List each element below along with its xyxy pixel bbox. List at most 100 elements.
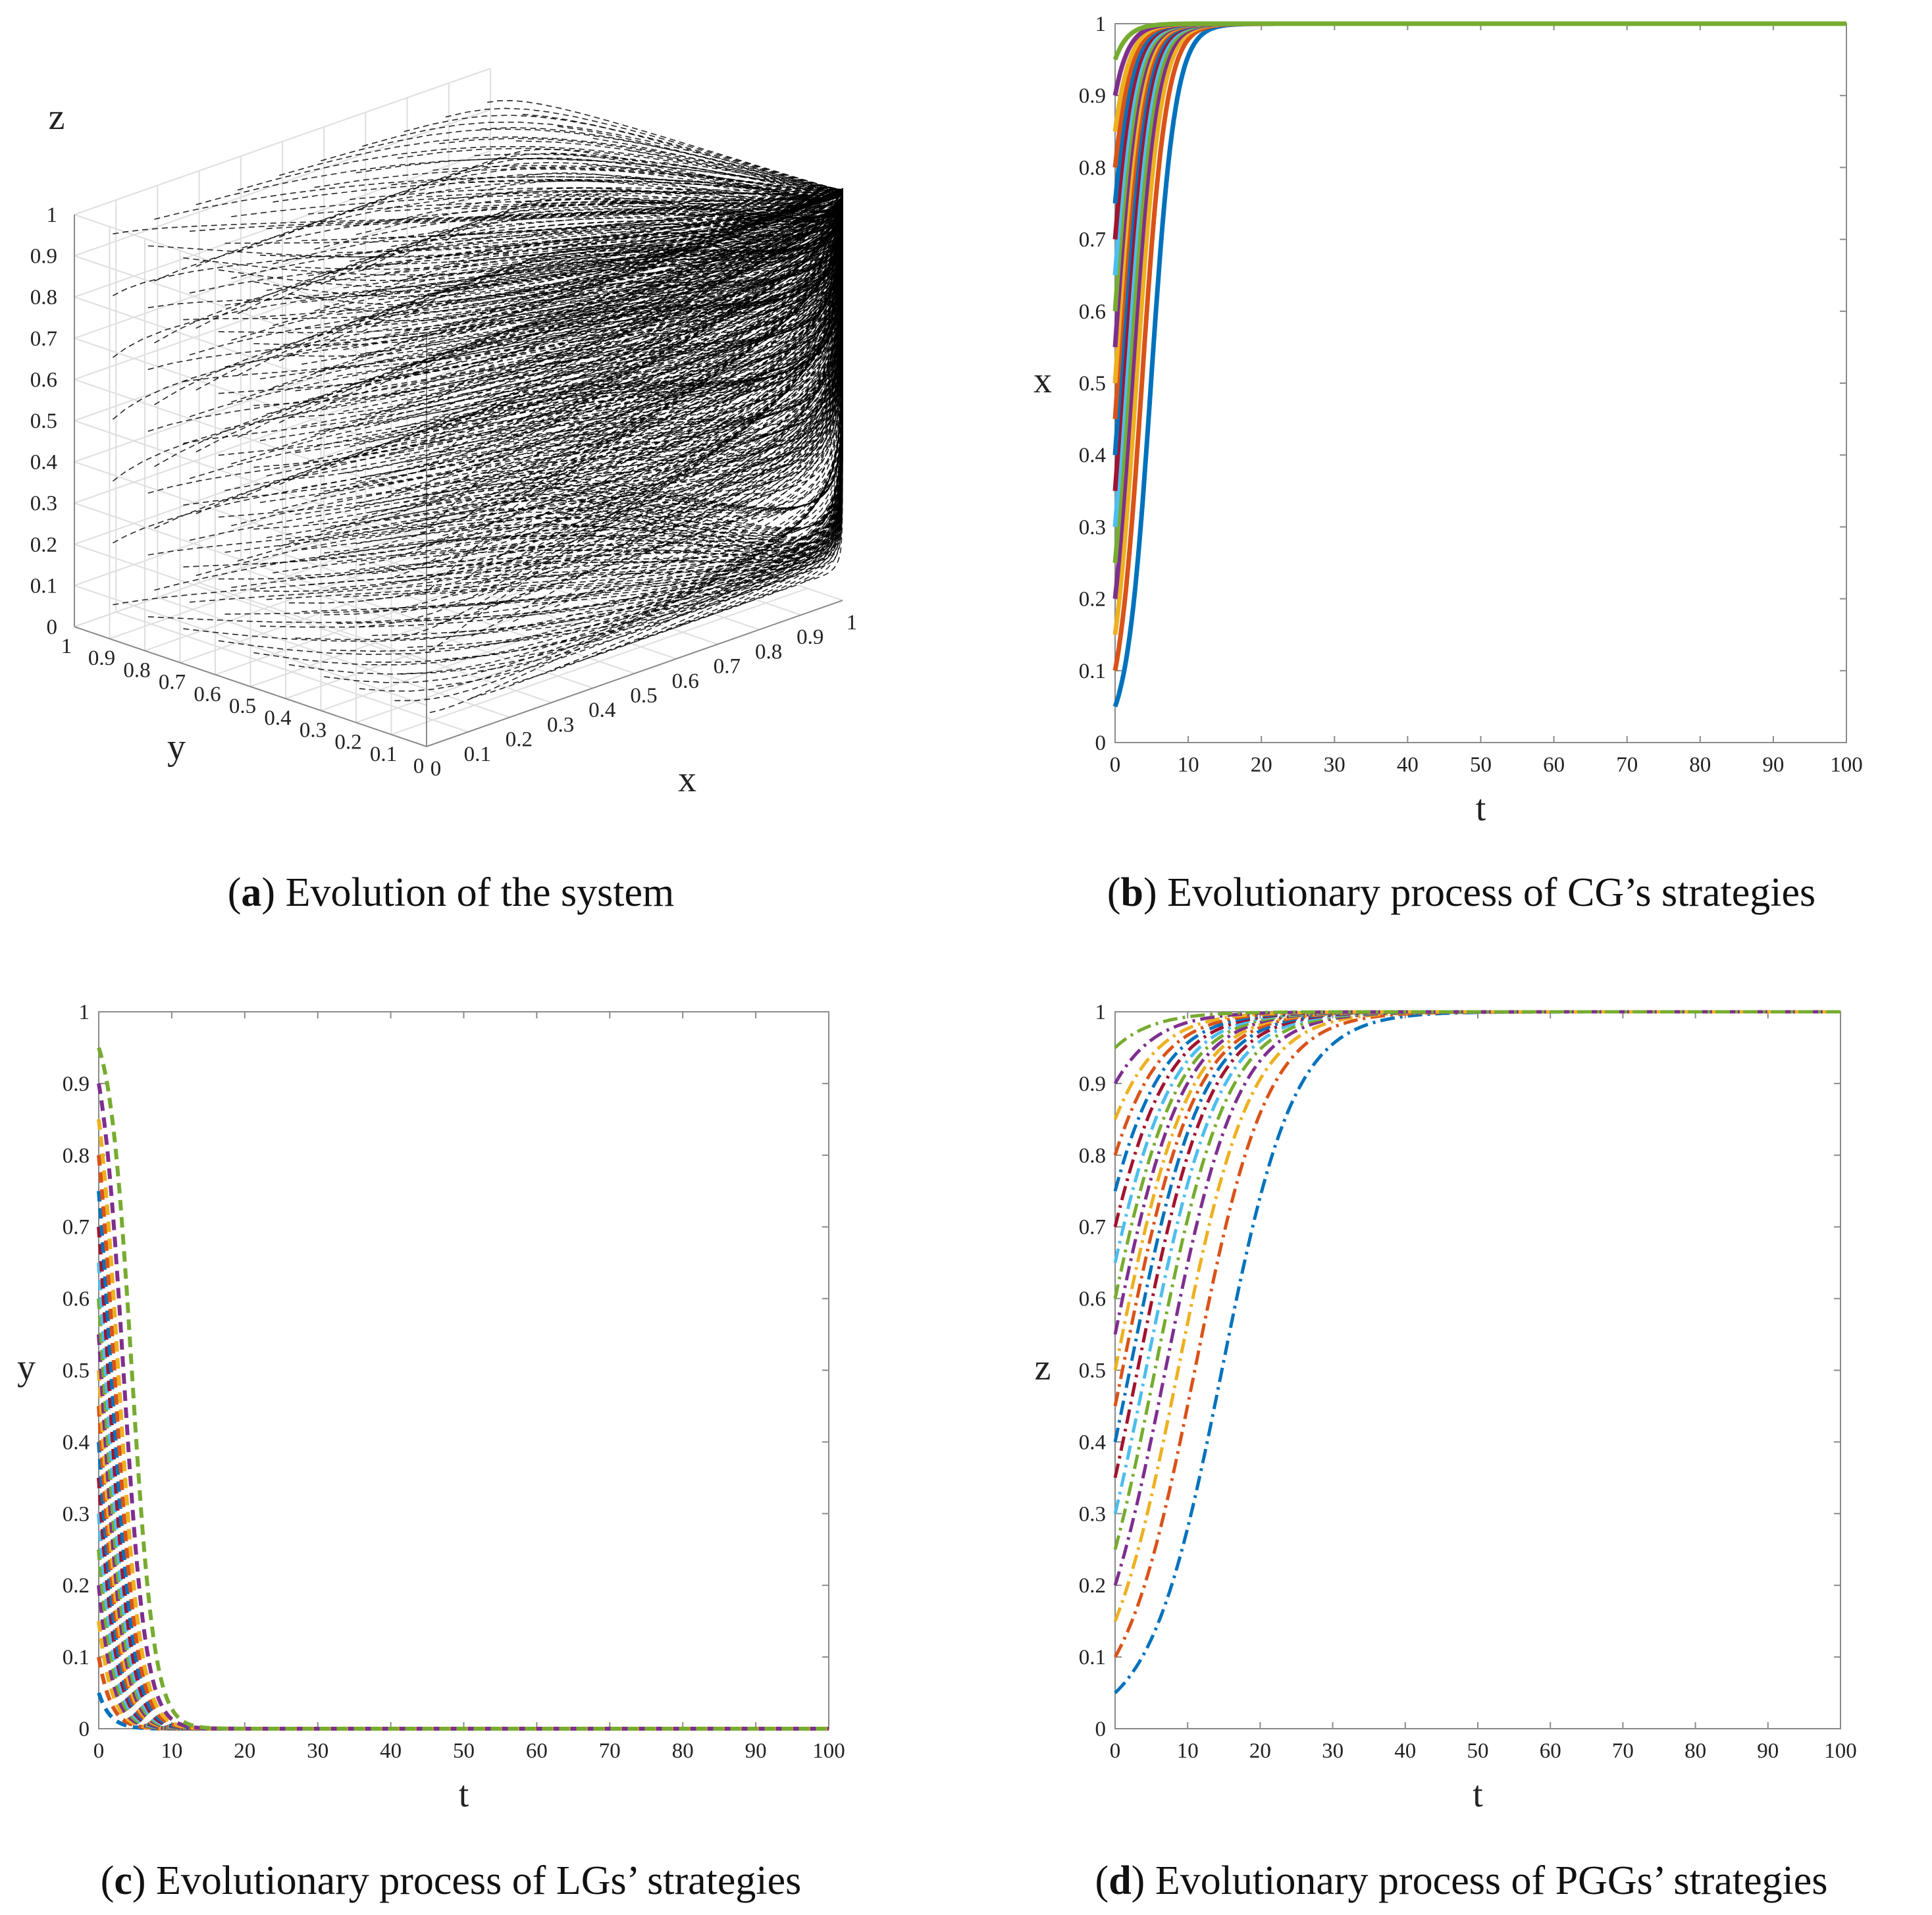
x-tick-label: 50 <box>453 1739 475 1763</box>
trajectory-line <box>404 188 843 318</box>
x-tick-label: 10 <box>161 1739 182 1763</box>
grid-line <box>74 150 491 298</box>
y-tick-label: 0.1 <box>1079 1646 1106 1669</box>
x-tick-label: 100 <box>1830 753 1863 777</box>
x-tick-label: 0.2 <box>506 728 533 752</box>
y-tick-label: 0.9 <box>63 1072 90 1096</box>
x-tick-label: 90 <box>745 1739 767 1763</box>
x-tick-label: 0.4 <box>588 698 615 722</box>
x-tick-label: 70 <box>599 1739 621 1763</box>
y-axis-label: y <box>17 1348 36 1388</box>
y-tick-label: 0 <box>79 1718 90 1741</box>
x-tick-label: 0.3 <box>547 713 574 737</box>
y-tick-label: 0 <box>1095 1718 1107 1741</box>
y-tick-label: 0.3 <box>63 1502 90 1526</box>
x-tick-label: 40 <box>1394 1739 1416 1763</box>
trajectory-line <box>509 167 843 193</box>
y-tick-label: 0.5 <box>63 1359 90 1383</box>
x-tick-label: 90 <box>1757 1739 1779 1763</box>
series-line <box>1112 21 1847 61</box>
y-tick-label: 0 <box>1095 731 1107 755</box>
y-tick-label: 0.1 <box>1079 660 1106 683</box>
x-tick-label: 0.9 <box>796 625 823 649</box>
y-tick-label: 0.9 <box>1079 1072 1106 1096</box>
trajectory-line <box>343 191 843 598</box>
trajectory-line <box>733 188 843 373</box>
grid-line <box>74 191 491 339</box>
trajectory-line <box>365 188 843 477</box>
trajectory-line <box>650 188 843 217</box>
trajectory-line <box>558 188 843 313</box>
y-tick-label: 0.1 <box>370 743 397 766</box>
x-tick-label: 70 <box>1612 1739 1634 1763</box>
y-tick-label: 0.4 <box>63 1430 90 1454</box>
x-tick-label: 80 <box>1689 753 1711 777</box>
x-tick-label: 10 <box>1177 1739 1199 1763</box>
trajectory-line <box>218 188 843 456</box>
panel-caption: (b) Evolutionary process of CG’s strateg… <box>1107 870 1815 915</box>
y-tick-label: 0.4 <box>1079 444 1106 467</box>
y-tick-label: 1 <box>1095 13 1107 36</box>
y-tick-label: 0.3 <box>1079 1502 1106 1526</box>
trajectory-line <box>628 188 843 336</box>
y-tick-label: 0.6 <box>63 1288 90 1311</box>
y-axis-label: y <box>167 727 186 768</box>
trajectory-line <box>558 191 843 538</box>
x-tick-label: 60 <box>1540 1739 1561 1763</box>
x-tick-label: 0.6 <box>672 669 699 693</box>
y-tick-label: 0.7 <box>159 671 186 695</box>
z-tick-label: 0.9 <box>30 245 57 269</box>
z-tick-label: 0.5 <box>30 409 57 433</box>
y-tick-label: 0 <box>413 754 425 778</box>
x-tick-label: 1 <box>847 611 858 635</box>
y-tick-label: 0.8 <box>63 1144 90 1168</box>
grid-line <box>215 527 632 675</box>
y-tick-label: 1 <box>61 635 72 658</box>
trajectory-line <box>183 188 843 276</box>
x-axis-label: t <box>1473 1774 1483 1815</box>
y-tick-label: 0.2 <box>1079 588 1106 612</box>
y-tick-label: 0.1 <box>63 1646 90 1669</box>
series-line <box>97 1047 829 1731</box>
z-tick-label: 0.2 <box>30 533 57 557</box>
trajectory-line <box>196 188 843 391</box>
z-tick-label: 0.7 <box>30 327 57 351</box>
z-axis-label: z <box>49 97 65 138</box>
grid-line <box>109 492 526 640</box>
panel-c-lgs-strategies: 0 10 20 30 40 50 60 70 80 90 100 0 0.1 0.2 0.3 0.4 0.5 0.… <box>17 1001 845 1903</box>
grid-line <box>74 68 491 215</box>
trajectory-line <box>471 188 843 513</box>
trajectory-line <box>554 191 843 669</box>
y-tick-label: 0.5 <box>229 695 256 718</box>
panel-a-3d-trajectories: 0000.10.10.10.20.20.20.30.30.30.40.40.40… <box>30 68 858 915</box>
x-tick-label: 100 <box>1824 1739 1857 1763</box>
x-tick-label: 0.5 <box>630 684 657 708</box>
y-tick-label: 0.7 <box>1079 1216 1106 1240</box>
panel-caption: (c) Evolutionary process of LGs’ strateg… <box>101 1858 802 1903</box>
y-tick-label: 0.8 <box>1079 1144 1106 1168</box>
y-tick-label: 0.6 <box>1079 1288 1106 1311</box>
y-tick-label: 0.2 <box>334 731 361 754</box>
panel-caption: (d) Evolutionary process of PGGs’ strate… <box>1095 1858 1828 1903</box>
series-line <box>1113 1010 1841 1299</box>
y-tick-label: 0.8 <box>1079 156 1106 180</box>
plot-area <box>1114 23 1847 743</box>
plot-area <box>98 1011 829 1729</box>
x-tick-label: 0.8 <box>755 640 782 664</box>
trajectory-line <box>621 188 843 302</box>
x-tick-label: 0 <box>1110 1739 1121 1763</box>
x-tick-label: 10 <box>1178 753 1199 777</box>
trajectory-line <box>487 99 843 190</box>
trajectory-line <box>439 188 843 330</box>
x-axis-label: t <box>1476 788 1486 829</box>
x-tick-label: 20 <box>1249 1739 1271 1763</box>
series-line <box>1114 1010 1841 1049</box>
z-tick-label: 0 <box>47 616 58 639</box>
z-tick-label: 0.6 <box>30 368 57 392</box>
x-tick-label: 30 <box>1324 753 1345 777</box>
series-line <box>1113 1010 1841 1120</box>
z-tick-label: 0.1 <box>30 574 57 598</box>
trajectory-line <box>397 147 843 191</box>
trajectory-line <box>519 188 843 472</box>
